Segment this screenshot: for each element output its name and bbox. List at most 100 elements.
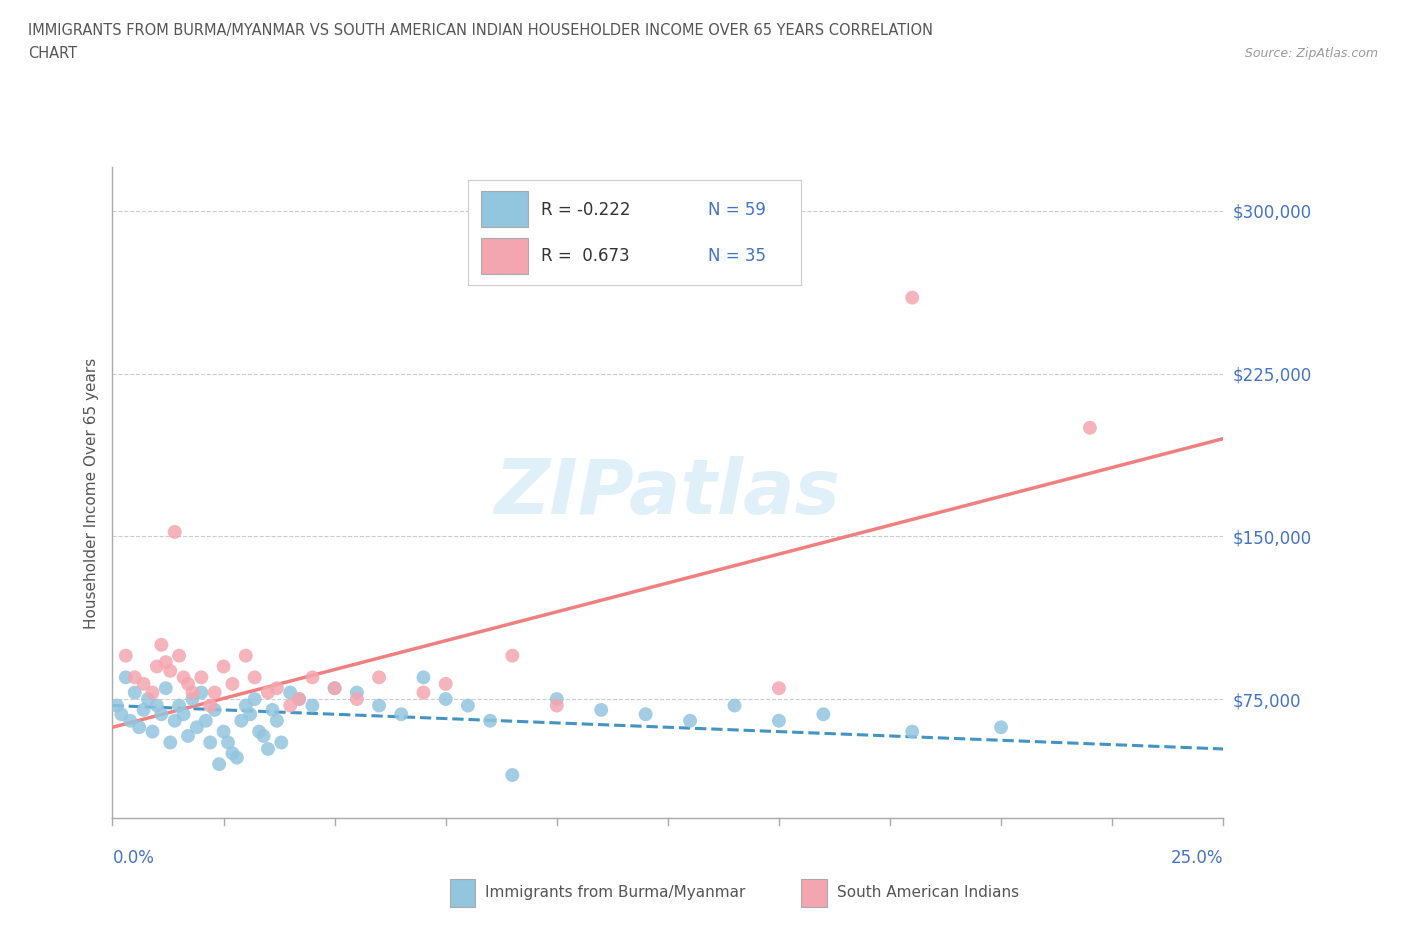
Point	[270, 735, 292, 750]
Point	[288, 692, 311, 707]
Point	[159, 735, 181, 750]
Point	[546, 692, 568, 707]
Point	[412, 685, 434, 700]
Point	[208, 757, 231, 772]
Point	[247, 724, 270, 739]
Point	[346, 685, 368, 700]
Point	[217, 735, 239, 750]
Text: 25.0%: 25.0%	[1171, 849, 1223, 867]
Point	[634, 707, 657, 722]
Point	[221, 746, 243, 761]
Point	[235, 698, 257, 713]
Point	[120, 713, 142, 728]
Point	[546, 698, 568, 713]
Point	[128, 720, 150, 735]
Point	[212, 724, 235, 739]
Point	[114, 670, 136, 684]
Text: South American Indians: South American Indians	[837, 885, 1019, 900]
Point	[155, 655, 177, 670]
Point	[235, 648, 257, 663]
Point	[252, 728, 274, 743]
Point	[301, 670, 323, 684]
Point	[257, 741, 280, 756]
Point	[346, 692, 368, 707]
Point	[278, 698, 301, 713]
Point	[501, 648, 523, 663]
Text: 0.0%: 0.0%	[112, 849, 155, 867]
Point	[262, 702, 284, 717]
Point	[173, 707, 195, 722]
Text: IMMIGRANTS FROM BURMA/MYANMAR VS SOUTH AMERICAN INDIAN HOUSEHOLDER INCOME OVER 6: IMMIGRANTS FROM BURMA/MYANMAR VS SOUTH A…	[28, 23, 934, 38]
Point	[278, 685, 301, 700]
Point	[723, 698, 745, 713]
Point	[136, 692, 159, 707]
Point	[163, 525, 186, 539]
Point	[257, 685, 280, 700]
Point	[813, 707, 835, 722]
Point	[243, 670, 266, 684]
Point	[124, 685, 146, 700]
Point	[181, 685, 204, 700]
Text: Immigrants from Burma/Myanmar: Immigrants from Burma/Myanmar	[485, 885, 745, 900]
Point	[434, 692, 457, 707]
Point	[679, 713, 702, 728]
Point	[225, 751, 247, 765]
Point	[243, 692, 266, 707]
Point	[204, 685, 226, 700]
Point	[150, 707, 173, 722]
Point	[239, 707, 262, 722]
Point	[389, 707, 412, 722]
Point	[186, 720, 208, 735]
Point	[231, 713, 253, 728]
Point	[323, 681, 346, 696]
Point	[479, 713, 502, 728]
Point	[124, 670, 146, 684]
Point	[167, 698, 190, 713]
Point	[173, 670, 195, 684]
Point	[167, 648, 190, 663]
Point	[177, 728, 200, 743]
Text: CHART: CHART	[28, 46, 77, 61]
Point	[163, 713, 186, 728]
Point	[190, 670, 212, 684]
Point	[457, 698, 479, 713]
Point	[323, 681, 346, 696]
Text: ZIPatlas: ZIPatlas	[495, 456, 841, 530]
Point	[110, 707, 132, 722]
Point	[990, 720, 1012, 735]
Point	[368, 698, 391, 713]
Point	[105, 698, 128, 713]
Point	[177, 676, 200, 691]
Point	[141, 724, 163, 739]
Y-axis label: Householder Income Over 65 years: Householder Income Over 65 years	[83, 357, 98, 629]
Point	[901, 290, 924, 305]
Point	[190, 685, 212, 700]
Point	[212, 659, 235, 674]
Point	[132, 702, 155, 717]
Point	[141, 685, 163, 700]
Point	[412, 670, 434, 684]
Point	[368, 670, 391, 684]
Point	[132, 676, 155, 691]
Point	[288, 692, 311, 707]
Point	[194, 713, 217, 728]
Point	[266, 713, 288, 728]
Point	[159, 663, 181, 678]
Point	[150, 637, 173, 652]
Point	[114, 648, 136, 663]
Point	[221, 676, 243, 691]
Point	[501, 767, 523, 782]
Point	[200, 698, 222, 713]
Point	[301, 698, 323, 713]
Point	[901, 724, 924, 739]
Text: Source: ZipAtlas.com: Source: ZipAtlas.com	[1244, 46, 1378, 60]
Point	[181, 692, 204, 707]
Point	[155, 681, 177, 696]
Point	[146, 698, 169, 713]
Point	[204, 702, 226, 717]
Point	[434, 676, 457, 691]
Point	[768, 713, 790, 728]
Point	[200, 735, 222, 750]
Point	[146, 659, 169, 674]
Point	[266, 681, 288, 696]
